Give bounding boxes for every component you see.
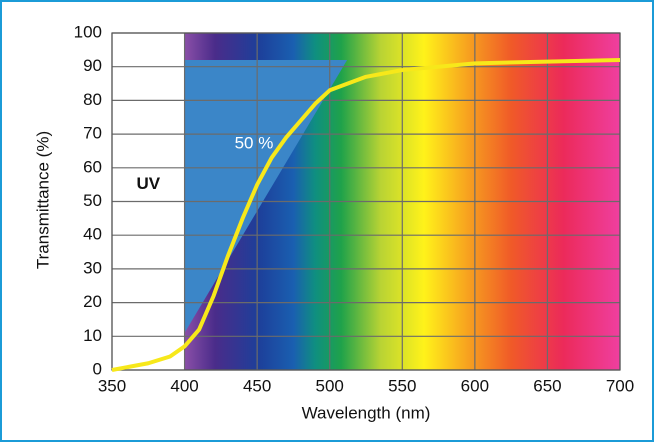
- x-axis-label: Wavelength (nm): [302, 403, 431, 422]
- y-tick-label: 80: [83, 90, 102, 109]
- region-label: 50 %: [235, 133, 274, 152]
- y-tick-label: 10: [83, 326, 102, 345]
- data-line: [111, 57, 621, 372]
- y-tick-label: 70: [83, 124, 102, 143]
- x-tick-label: 600: [461, 376, 489, 395]
- plot-area: 50 % UV: [111, 32, 621, 372]
- plot-border: [111, 32, 621, 371]
- x-tick-label: 550: [388, 376, 416, 395]
- y-axis-label: Transmittance (%): [33, 131, 52, 269]
- x-tick-label: 700: [606, 376, 634, 395]
- uv-label: UV: [136, 174, 160, 193]
- y-tick-label: 100: [74, 22, 102, 41]
- y-tick-label: 40: [83, 225, 102, 244]
- x-tick-label: 500: [316, 376, 344, 395]
- y-tick-label: 60: [83, 157, 102, 176]
- x-tick-label: 450: [243, 376, 271, 395]
- x-tick-label: 350: [98, 376, 126, 395]
- y-tick-label: 90: [83, 56, 102, 75]
- y-tick-label: 0: [93, 359, 102, 378]
- x-tick-label: 400: [170, 376, 198, 395]
- y-tick-label: 50: [83, 191, 102, 210]
- x-tick-label: 650: [533, 376, 561, 395]
- y-tick-label: 30: [83, 258, 102, 277]
- y-tick-label: 20: [83, 292, 102, 311]
